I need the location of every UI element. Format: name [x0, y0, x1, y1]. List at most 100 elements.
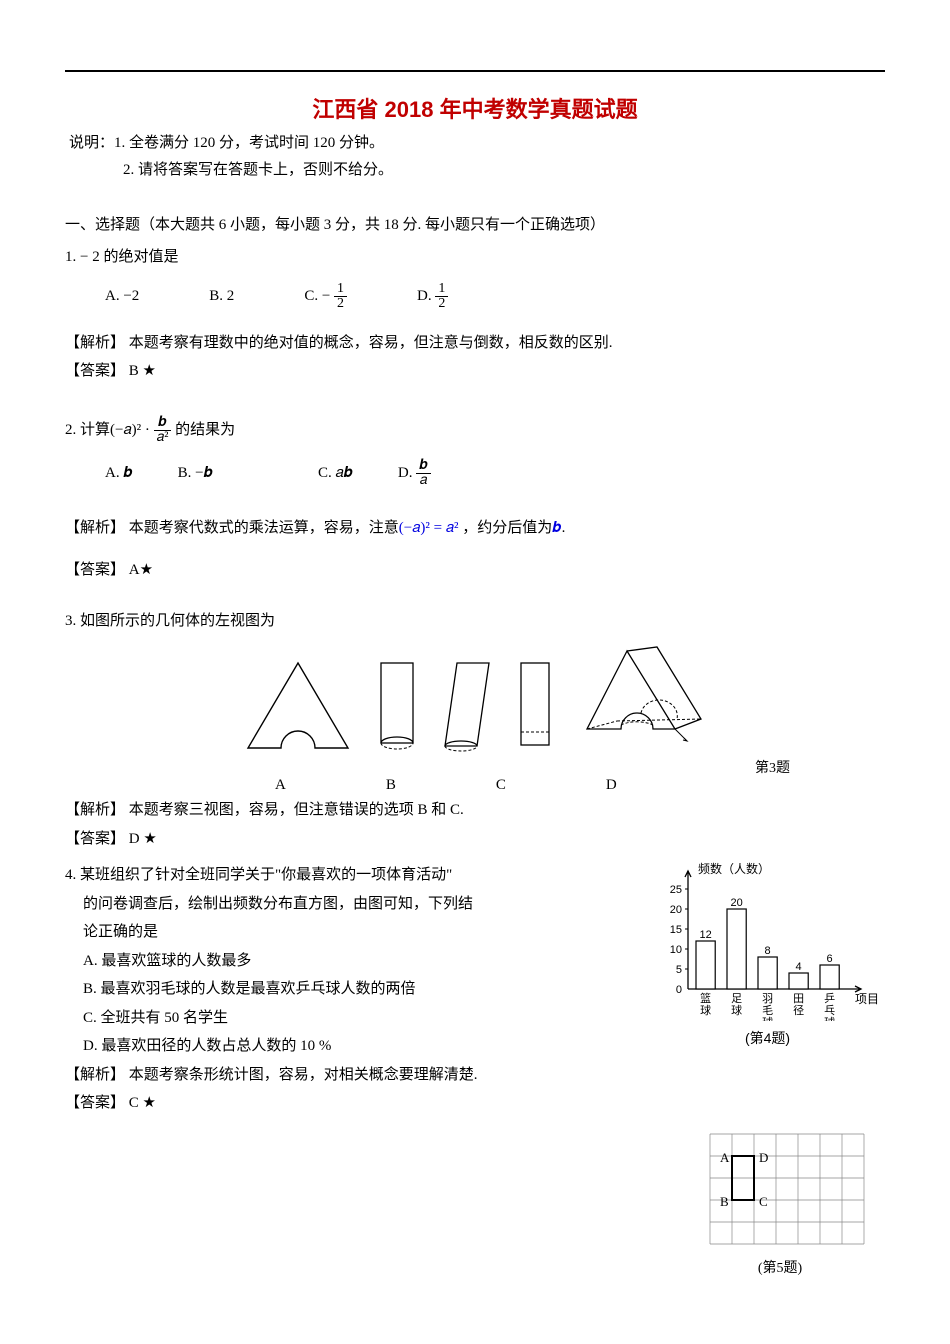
- svg-text:12: 12: [699, 929, 711, 941]
- q3-figures: [65, 643, 885, 753]
- q2-analysis-blue2: 𝒃: [552, 520, 561, 536]
- q3-labels: A B C D: [275, 777, 885, 794]
- q4-opt-b: B. 最喜欢羽毛球的人数是最喜欢乒乓球人数的两倍: [83, 975, 615, 1004]
- q2-opt-b: B. −𝒃: [178, 464, 213, 482]
- q4-analysis: 【解析】 本题考察条形统计图，容易，对相关概念要理解清楚.: [65, 1061, 615, 1090]
- svg-text:篮: 篮: [700, 991, 711, 1005]
- q3-analysis: 【解析】 本题考察三视图，容易，但注意错误的选项 B 和 C.: [65, 796, 885, 825]
- q3-fig-d: [515, 658, 555, 753]
- q2-answer: 【答案】 A★: [65, 556, 885, 585]
- q1-analysis: 【解析】 本题考察有理数中的绝对值的概念，容易，但注意与倒数，相反数的区别.: [65, 329, 885, 358]
- q4-ans-text: C ★: [125, 1095, 156, 1111]
- q2-analysis: 【解析】 本题考察代数式的乘法运算，容易，注意(−𝑎)² = 𝑎² ，约分后值为…: [65, 514, 885, 543]
- q1-analysis-label: 【解析】: [65, 335, 125, 351]
- svg-text:20: 20: [670, 904, 682, 916]
- q3-lab-b: B: [386, 777, 396, 794]
- q3-fig-c: [441, 658, 493, 753]
- q1d-den: 2: [435, 297, 448, 311]
- svg-text:10: 10: [670, 944, 682, 956]
- q5-grid: A D B C: [680, 1128, 880, 1248]
- q4-opt-d: D. 最喜欢田径的人数占总人数的 10 %: [83, 1032, 615, 1061]
- svg-text:乓: 乓: [824, 1004, 835, 1017]
- q4-opt-c: C. 全班共有 50 名学生: [83, 1004, 615, 1033]
- q3-answer: 【答案】 D ★: [65, 825, 885, 854]
- svg-text:毛: 毛: [762, 1004, 773, 1017]
- q3-lab-c: C: [496, 777, 506, 794]
- q2-ans-label: 【答案】: [65, 562, 125, 578]
- q1-ans-text: B ★: [125, 363, 156, 379]
- q3-text: 3. 如图所示的几何体的左视图为: [65, 607, 885, 636]
- q4-body: 4. 某班组织了针对全班同学关于"你最喜欢的一项体育活动" 的问卷调查后，绘制出…: [65, 861, 615, 1118]
- svg-text:足: 足: [731, 993, 742, 1005]
- page-top-rule: [65, 70, 885, 72]
- q2-analysis-p1: 本题考察代数式的乘法运算，容易，注意: [125, 520, 399, 536]
- q2-options: A. 𝒃 B. −𝒃 C. 𝑎𝒃 D. 𝒃𝑎: [105, 459, 885, 488]
- svg-text:田: 田: [793, 993, 804, 1005]
- q1-opt-b: B. 2: [209, 288, 234, 305]
- q1-text: 1. − 2 的绝对值是: [65, 243, 885, 272]
- svg-text:4: 4: [796, 961, 802, 973]
- svg-text:羽: 羽: [762, 993, 773, 1005]
- q5-grid-wrap: A D B C (第5题): [675, 1128, 885, 1277]
- q2d-frac: 𝒃𝑎: [416, 459, 431, 488]
- svg-text:25: 25: [670, 884, 682, 896]
- svg-text:0: 0: [676, 984, 682, 996]
- q4-line3: 论正确的是: [83, 918, 615, 947]
- q2-opt-a: A. 𝒃: [105, 464, 133, 482]
- intro-line-1: 说明：1. 全卷满分 120 分，考试时间 120 分钟。: [69, 130, 885, 157]
- q3-analysis-text: 本题考察三视图，容易，但注意错误的选项 B 和 C.: [125, 802, 464, 818]
- q5-caption: (第5题): [675, 1257, 885, 1277]
- q1-answer: 【答案】 B ★: [65, 357, 885, 386]
- q1-opt-d: D. 1 2: [417, 282, 448, 311]
- section-heading: 一、选择题（本大题共 6 小题，每小题 3 分，共 18 分. 每小题只有一个正…: [65, 212, 885, 239]
- q2-expr: (−𝑎)² ·: [110, 422, 154, 438]
- q2-analysis-blue1: (−𝑎)² = 𝑎²: [399, 520, 459, 536]
- svg-text:6: 6: [827, 953, 833, 965]
- q4-answer: 【答案】 C ★: [65, 1089, 615, 1118]
- intro-line-2: 2. 请将答案写在答题卡上，否则不给分。: [123, 157, 885, 184]
- q3-analysis-label: 【解析】: [65, 802, 125, 818]
- q2-fn: 𝒃: [154, 416, 172, 431]
- q2d-d: 𝑎: [416, 474, 431, 488]
- q1-options: A. −2 B. 2 C. − 1 2 D. 1 2: [105, 282, 885, 311]
- svg-text:径: 径: [793, 1004, 804, 1017]
- svg-text:C: C: [759, 1194, 768, 1209]
- q2-prefix: 2. 计算: [65, 422, 110, 438]
- svg-text:球: 球: [731, 1003, 742, 1017]
- q1-ans-label: 【答案】: [65, 363, 125, 379]
- svg-text:球: 球: [700, 1003, 711, 1017]
- svg-text:A: A: [720, 1150, 730, 1165]
- q3-ans-text: D ★: [125, 831, 157, 847]
- q1c-prefix: C. −: [304, 287, 334, 303]
- q3-lab-d: D: [606, 777, 617, 794]
- svg-text:20: 20: [730, 897, 742, 909]
- svg-text:B: B: [720, 1194, 729, 1209]
- svg-text:8: 8: [765, 945, 771, 957]
- q1-opt-c: C. − 1 2: [304, 282, 347, 311]
- q1-opt-a: A. −2: [105, 288, 139, 305]
- q3-fig-a: [243, 658, 353, 753]
- q3-caption: 第3题: [65, 757, 790, 777]
- q4-line1: 4. 某班组织了针对全班同学关于"你最喜欢的一项体育活动": [65, 861, 615, 890]
- q4-ans-label: 【答案】: [65, 1095, 125, 1111]
- q3-fig-solid: [577, 643, 707, 753]
- q1c-num: 1: [334, 282, 347, 297]
- q2d-prefix: D.: [398, 465, 416, 481]
- q4-opt-a: A. 最喜欢篮球的人数最多: [83, 947, 615, 976]
- svg-text:乒: 乒: [824, 992, 835, 1005]
- q1c-frac: 1 2: [334, 282, 347, 311]
- q2-ans-text: A★: [125, 562, 153, 578]
- q2-text: 2. 计算(−𝑎)² · 𝒃𝑎² 的结果为: [65, 416, 885, 445]
- q2-analysis-p2: ，约分后值为: [458, 520, 552, 536]
- q3-lab-a: A: [275, 777, 286, 794]
- q1-analysis-text: 本题考察有理数中的绝对值的概念，容易，但注意与倒数，相反数的区别.: [125, 335, 613, 351]
- svg-text:D: D: [759, 1150, 768, 1165]
- q2-frac: 𝒃𝑎²: [154, 416, 172, 445]
- q2-suffix: 的结果为: [171, 422, 235, 438]
- svg-text:5: 5: [676, 964, 682, 976]
- page-title: 江西省 2018 年中考数学真题试题: [65, 92, 885, 124]
- q1d-num: 1: [435, 282, 448, 297]
- q4-chart: 频数（人数）051015202512篮球20足球8羽毛球4田径6乒乓球项目: [650, 861, 885, 1021]
- q4-caption: (第4题): [650, 1028, 885, 1048]
- q1d-frac: 1 2: [435, 282, 448, 311]
